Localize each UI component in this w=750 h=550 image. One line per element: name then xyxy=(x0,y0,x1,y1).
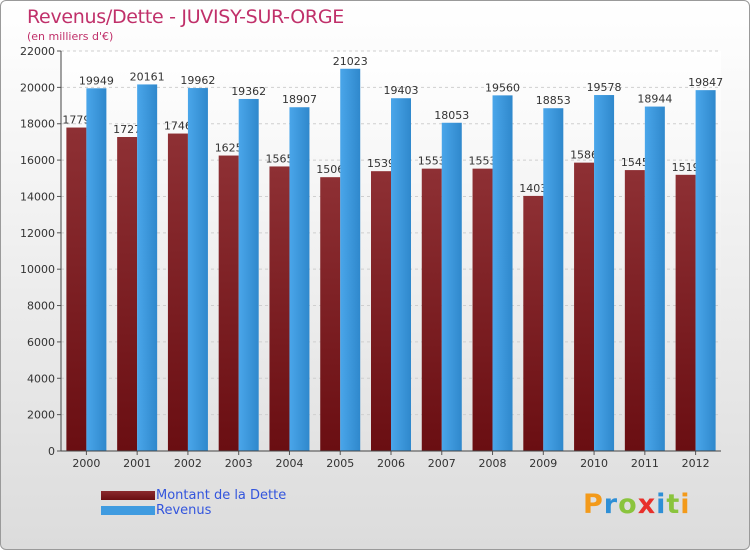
legend-item-revenus: Revenus xyxy=(101,503,286,518)
data-label-dette: 1727 xyxy=(113,123,141,136)
logo-letter: i xyxy=(656,489,667,520)
x-tick-label: 2004 xyxy=(275,457,303,470)
bar-dette xyxy=(523,195,544,451)
y-tick-label: 18000 xyxy=(20,118,55,131)
legend-label-dette: Montant de la Dette xyxy=(156,488,287,503)
bar-revenus xyxy=(340,68,361,451)
data-label-dette: 1553 xyxy=(469,155,497,168)
data-label-revenus: 19949 xyxy=(79,74,114,87)
y-tick-label: 6000 xyxy=(27,336,55,349)
bar-revenus xyxy=(441,122,462,451)
data-label-dette: 1565 xyxy=(265,152,293,165)
logo-letter: t xyxy=(666,489,681,520)
y-tick-label: 0 xyxy=(48,445,55,458)
logo-letter: r xyxy=(603,489,619,520)
bar-dette xyxy=(66,127,87,451)
chart-subtitle: (en milliers d'€) xyxy=(27,30,114,43)
bar-revenus xyxy=(137,84,158,451)
y-tick-label: 20000 xyxy=(20,81,55,94)
data-label-revenus: 18907 xyxy=(282,93,317,106)
bar-dette xyxy=(371,171,391,451)
y-tick-label: 14000 xyxy=(20,190,55,203)
bar-dette xyxy=(269,166,290,452)
bar-dette xyxy=(624,170,645,451)
x-tick-label: 2000 xyxy=(72,457,100,470)
data-label-dette: 1779 xyxy=(62,114,90,127)
x-tick-label: 2009 xyxy=(529,457,557,470)
x-tick-label: 2003 xyxy=(225,457,253,470)
bar-dette xyxy=(320,177,341,451)
bar-dette xyxy=(167,133,188,451)
data-label-revenus: 19362 xyxy=(231,85,266,98)
logo-letter: x xyxy=(637,489,657,520)
x-tick-label: 2001 xyxy=(123,457,151,470)
data-label-revenus: 19962 xyxy=(180,74,215,87)
bar-revenus xyxy=(238,98,259,452)
y-tick-label: 16000 xyxy=(20,154,55,167)
x-tick-label: 2010 xyxy=(580,457,608,470)
y-tick-label: 12000 xyxy=(20,227,55,240)
x-tick-label: 2012 xyxy=(682,457,710,470)
data-label-dette: 1519 xyxy=(672,161,700,174)
data-label-dette: 1506 xyxy=(316,163,344,176)
data-label-dette: 1403 xyxy=(519,182,547,195)
bar-revenus xyxy=(187,88,208,452)
bar-revenus xyxy=(391,98,411,451)
y-tick-label: 22000 xyxy=(20,45,55,58)
bar-dette xyxy=(117,137,138,451)
data-label-dette: 1553 xyxy=(418,155,446,168)
data-label-revenus: 19847 xyxy=(688,76,723,89)
data-label-revenus: 19578 xyxy=(587,81,622,94)
data-label-dette: 1539 xyxy=(367,157,395,170)
data-label-revenus: 18944 xyxy=(637,93,672,106)
y-tick-label: 10000 xyxy=(20,263,55,276)
x-tick-label: 2007 xyxy=(428,457,456,470)
legend-swatch-revenus xyxy=(101,506,155,515)
x-tick-label: 2008 xyxy=(479,457,507,470)
bar-revenus xyxy=(289,107,310,452)
data-label-revenus: 21023 xyxy=(333,55,368,68)
data-label-dette: 1746 xyxy=(164,120,192,133)
y-tick-label: 2000 xyxy=(27,409,55,422)
legend-item-dette: Montant de la Dette xyxy=(101,488,286,503)
data-label-revenus: 18853 xyxy=(536,94,571,107)
y-tick-label: 8000 xyxy=(27,300,55,313)
bar-dette xyxy=(421,168,442,452)
x-tick-label: 2005 xyxy=(326,457,354,470)
proxiti-logo: Proxiti xyxy=(583,489,691,520)
chart-title: Revenus/Dette - JUVISY-SUR-ORGE xyxy=(27,6,344,28)
data-label-dette: 1625 xyxy=(215,142,243,155)
data-label-revenus: 19560 xyxy=(485,81,520,94)
logo-letter: P xyxy=(583,489,604,520)
data-label-revenus: 19403 xyxy=(384,84,419,97)
data-label-revenus: 20161 xyxy=(130,70,165,83)
bar-revenus xyxy=(594,95,615,451)
bar-dette xyxy=(675,174,696,451)
x-tick-label: 2006 xyxy=(377,457,405,470)
bar-dette xyxy=(218,155,239,451)
bar-revenus xyxy=(86,88,107,452)
bar-revenus xyxy=(492,95,513,451)
legend-swatch-dette xyxy=(101,491,155,500)
data-label-dette: 1586 xyxy=(570,149,598,162)
bar-revenus xyxy=(695,90,716,452)
bar-dette xyxy=(574,162,595,452)
data-label-dette: 1545 xyxy=(621,156,649,169)
bar-revenus xyxy=(543,108,564,451)
x-tick-label: 2002 xyxy=(174,457,202,470)
x-tick-label: 2011 xyxy=(631,457,659,470)
bar-revenus xyxy=(644,106,665,452)
legend-label-revenus: Revenus xyxy=(156,503,212,518)
logo-letter: o xyxy=(618,489,638,520)
legend: Montant de la Dette Revenus xyxy=(101,488,286,518)
y-tick-label: 4000 xyxy=(27,372,55,385)
data-label-revenus: 18053 xyxy=(434,109,469,122)
logo-letter: i xyxy=(680,489,691,520)
bar-dette xyxy=(472,168,493,452)
